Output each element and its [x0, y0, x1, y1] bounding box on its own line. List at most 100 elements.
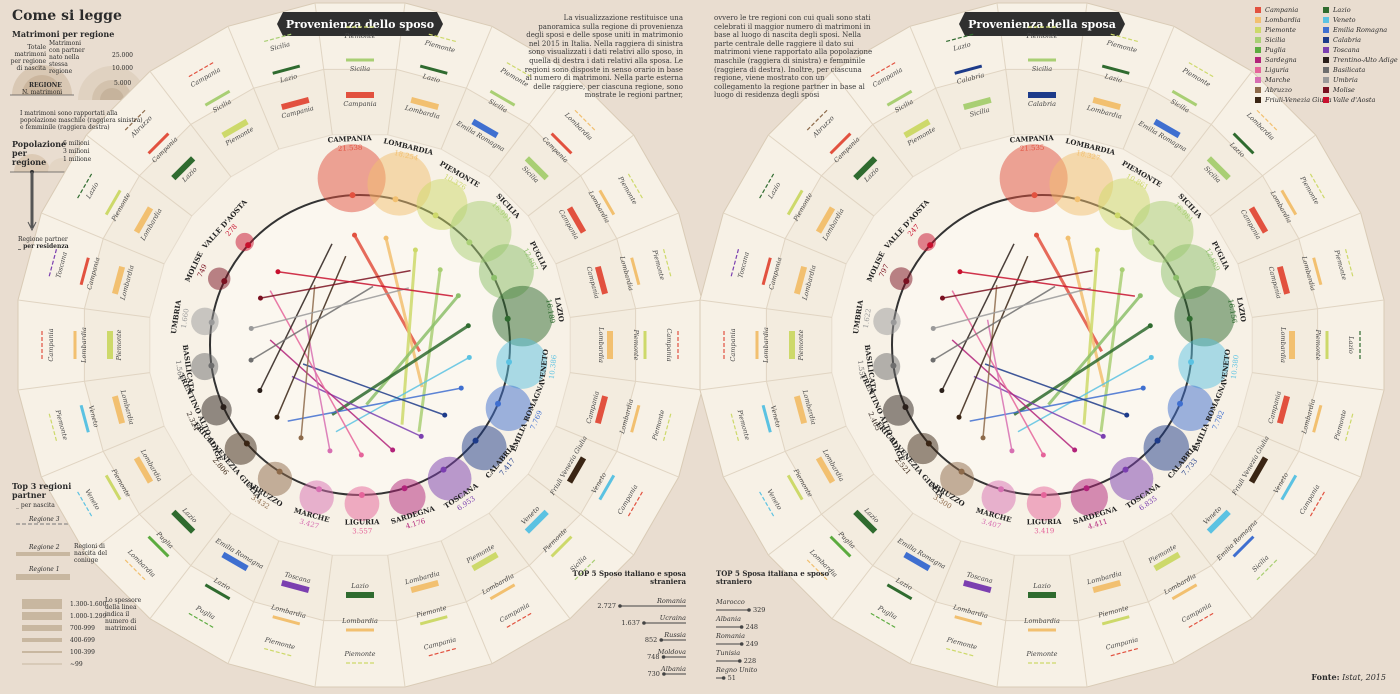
sector-divider: [387, 555, 406, 688]
sector-divider: [767, 473, 875, 556]
thickness-label: 1.000-1.299: [70, 613, 107, 620]
residence-dot: [442, 412, 448, 418]
top5-category: Ucraina: [660, 614, 686, 622]
totale-label: Totale matrimoni per regione di nascita: [10, 44, 46, 72]
residence-dot: [930, 325, 936, 331]
partner-bar: [1171, 89, 1198, 107]
top5-category: Marocco: [715, 598, 745, 606]
partner-bar: [1276, 265, 1291, 295]
example-semicircle-inner: [22, 75, 62, 95]
legend-item: Lombardia: [1255, 16, 1301, 24]
region-bubble: [873, 307, 901, 336]
partner-bar: [1110, 647, 1138, 657]
legend-swatch: [1323, 57, 1329, 63]
partner-bar: [1153, 118, 1181, 139]
sector-divider: [488, 512, 571, 620]
region-bubble: [873, 353, 901, 381]
sector-divider: [149, 512, 232, 620]
partner-bar: [806, 109, 828, 131]
partner-label: Lombardia: [597, 326, 605, 363]
sector-divider: [227, 540, 280, 664]
partner-bar: [133, 206, 154, 234]
legend-swatch: [1255, 27, 1261, 33]
residence-dot: [1009, 448, 1015, 454]
source-note: Fonte: Istat, 2015: [1311, 672, 1386, 682]
chart-title-banner: [959, 12, 1125, 36]
region-bubble: [1109, 456, 1154, 501]
partner-label: Campania: [47, 328, 55, 361]
partner-bar: [171, 156, 196, 181]
region-value: 1.660: [180, 308, 191, 329]
residence-line: [958, 255, 1029, 418]
region-bubble: [917, 233, 936, 252]
region-bubble: [882, 394, 914, 426]
legend-item: Piemonte: [1255, 26, 1296, 34]
partner-bar: [1256, 109, 1278, 131]
partner-bar: [204, 583, 231, 601]
partner-bar: [566, 456, 587, 484]
partner-label: Lazio: [350, 582, 369, 590]
residence-line: [1066, 237, 1106, 388]
residence-dot: [412, 247, 418, 253]
partner-bar: [171, 509, 196, 534]
regione2-bar: [16, 552, 70, 556]
scale-10000: 10.000: [112, 65, 133, 72]
partner-bar: [133, 456, 154, 484]
region-bubble: [1070, 478, 1108, 516]
partner-bar: [946, 33, 974, 43]
partner-bar: [954, 64, 983, 75]
legend-item: Campania: [1255, 6, 1298, 14]
residence-dot: [939, 295, 945, 301]
residence-line: [969, 387, 1144, 422]
sector-divider: [1209, 134, 1317, 217]
residence-dot: [1100, 433, 1106, 439]
partner-label: Lazio: [1032, 582, 1051, 590]
residence-line: [1013, 324, 1152, 416]
sector-divider: [1122, 26, 1175, 150]
legend-label: Veneto: [1333, 16, 1356, 24]
regioni-nascita-label: Regioni di nascita del coniuge: [74, 543, 108, 564]
residence-line: [331, 324, 470, 416]
thickness-bar: [22, 612, 62, 620]
legend-swatch: [1255, 17, 1261, 23]
top5-category: Moldova: [657, 648, 686, 656]
region-dot: [440, 466, 447, 473]
partner-bar: [630, 404, 641, 433]
legend-label: Lazio: [1333, 6, 1351, 14]
region-dot: [998, 486, 1005, 493]
partner-bar: [662, 249, 672, 277]
partner-bar: [1153, 551, 1181, 572]
residence-dot: [1124, 412, 1130, 418]
legend-label: Friuli-Venezia Giulia: [1265, 96, 1332, 104]
legend-item: Friuli-Venezia Giulia: [1255, 96, 1332, 104]
partner-bar: [428, 647, 456, 657]
partner-label: Sicilia: [1032, 65, 1052, 73]
residence-dot: [1119, 267, 1125, 273]
residence-dot: [358, 452, 364, 458]
regione1-label: Regione 1: [29, 566, 60, 573]
region-dot: [491, 274, 498, 281]
region-bubble: [940, 461, 975, 496]
top5-dot: [662, 672, 666, 676]
region-value: 3.419: [1034, 527, 1054, 535]
region-bubble: [317, 144, 386, 213]
region-dot: [1114, 212, 1121, 219]
legend-item: Liguria: [1255, 66, 1289, 74]
sector-divider: [149, 70, 232, 178]
region-dot: [506, 358, 513, 365]
region-bubble: [492, 285, 553, 347]
sector-divider: [909, 540, 962, 664]
region-dot: [890, 362, 897, 369]
partner-bar: [870, 612, 896, 628]
region-name: VENETO: [537, 349, 550, 385]
residence-line: [400, 249, 417, 425]
partner-bar: [886, 89, 913, 107]
region-dot: [276, 468, 283, 475]
residence-dot: [458, 385, 464, 391]
partner-label: Piemonte: [115, 329, 123, 361]
region-dot: [925, 440, 932, 447]
pop-semicircle: [14, 154, 50, 172]
top5-dot: [737, 659, 742, 663]
partner-bar: [761, 257, 772, 286]
regione1-bar: [16, 574, 70, 580]
